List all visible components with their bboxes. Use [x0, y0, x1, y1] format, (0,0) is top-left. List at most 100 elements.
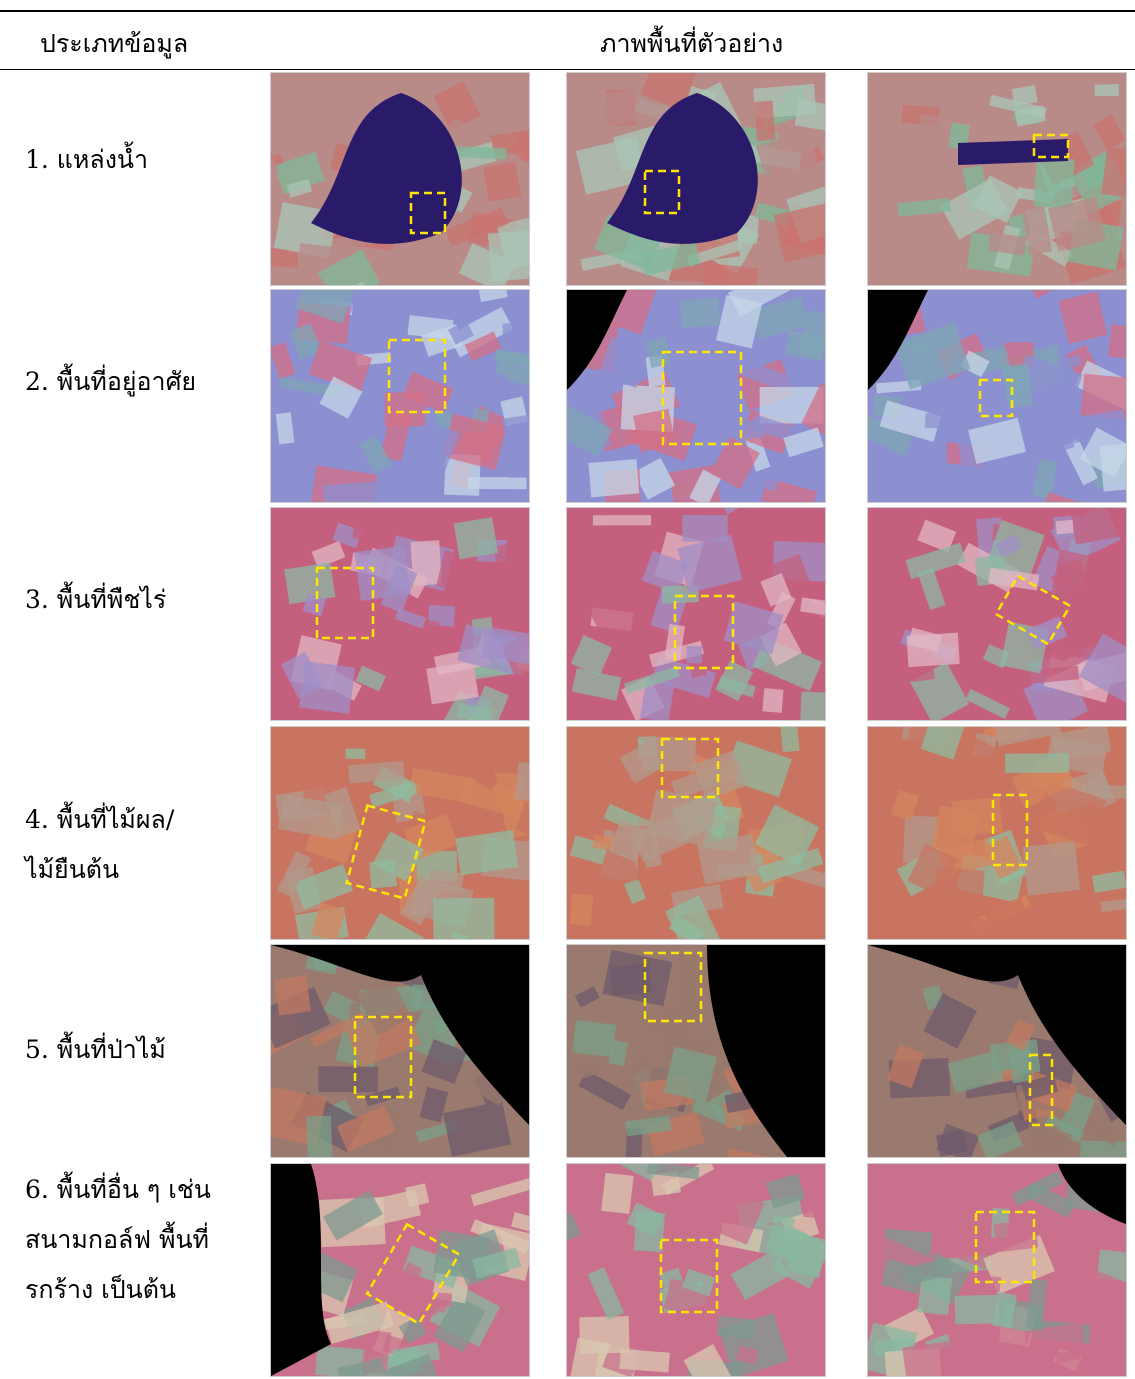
field-patch	[579, 1316, 629, 1354]
field-patch	[686, 646, 702, 663]
page: ประเภทข้อมูล ภาพพื้นที่ตัวอย่าง 1. แหล่ง…	[0, 0, 1135, 1379]
satellite-image	[868, 508, 1126, 720]
field-patch	[680, 298, 720, 328]
field-patch	[385, 392, 426, 426]
row-label: 5. พื้นที่ป่าไม้	[25, 1025, 166, 1075]
sample-image	[566, 944, 826, 1158]
field-patch	[717, 1316, 756, 1340]
header-images: ภาพพื้นที่ตัวอย่าง	[600, 24, 783, 64]
field-patch	[306, 1116, 332, 1157]
satellite-image	[868, 727, 1126, 939]
satellite-image	[271, 290, 529, 502]
field-patch	[1056, 520, 1074, 535]
field-patch	[579, 772, 600, 798]
sample-image	[270, 1163, 530, 1377]
satellite-image	[567, 945, 825, 1157]
label-line: 3. พื้นที่พืชไร่	[25, 575, 166, 625]
satellite-image	[567, 290, 825, 502]
sample-image	[566, 289, 826, 503]
satellite-image	[567, 1164, 825, 1376]
sample-image	[270, 507, 530, 721]
field-patch	[454, 517, 498, 559]
label-line: ไม้ยืนต้น	[25, 845, 174, 895]
field-patch	[601, 1173, 633, 1214]
field-patch	[979, 1275, 1001, 1292]
top-rule	[0, 10, 1135, 12]
field-patch	[299, 661, 355, 714]
field-patch	[934, 867, 985, 902]
field-patch	[318, 1066, 378, 1092]
sample-image	[867, 1163, 1127, 1377]
sample-image	[566, 726, 826, 940]
satellite-image	[868, 73, 1126, 285]
sample-image	[270, 726, 530, 940]
row-label: 4. พื้นที่ไม้ผล/ไม้ยืนต้น	[25, 795, 174, 895]
satellite-image	[567, 73, 825, 285]
label-line: 1. แหล่งน้ำ	[25, 135, 148, 185]
sample-image	[566, 507, 826, 721]
label-line: 4. พื้นที่ไม้ผล/	[25, 795, 174, 845]
field-patch	[754, 101, 775, 141]
satellite-image	[567, 727, 825, 939]
sample-image	[566, 1163, 826, 1377]
satellite-image	[271, 945, 529, 1157]
row-label: 1. แหล่งน้ำ	[25, 135, 148, 185]
sample-image	[270, 944, 530, 1158]
sample-image	[867, 289, 1127, 503]
field-patch	[981, 73, 1002, 87]
satellite-image	[271, 1164, 529, 1376]
satellite-image	[868, 945, 1126, 1157]
field-patch	[369, 860, 397, 888]
field-patch	[454, 146, 507, 159]
field-patch	[572, 1020, 616, 1057]
label-line: 2. พื้นที่อยู่อาศัย	[25, 357, 196, 407]
header-type: ประเภทข้อมูล	[40, 24, 188, 64]
field-patch	[1003, 364, 1032, 408]
sample-image	[867, 72, 1127, 286]
field-patch	[433, 898, 495, 939]
field-patch	[1056, 1352, 1080, 1376]
field-patch	[502, 323, 518, 342]
row-label: 3. พื้นที่พืชไร่	[25, 575, 166, 625]
satellite-image	[271, 73, 529, 285]
field-patch	[925, 413, 946, 429]
field-patch	[800, 692, 825, 720]
field-patch	[468, 477, 527, 489]
header-rule	[0, 69, 1135, 70]
row-label: 6. พื้นที่อื่น ๆ เช่นสนามกอล์ฟ พื้นที่รก…	[25, 1165, 211, 1315]
field-patch	[633, 409, 675, 452]
field-patch	[1095, 84, 1119, 96]
field-patch	[782, 1315, 821, 1341]
field-patch	[762, 688, 783, 713]
field-patch	[955, 1295, 1000, 1325]
sample-image	[867, 944, 1127, 1158]
sample-image	[867, 726, 1127, 940]
field-patch	[588, 459, 639, 497]
sample-image	[270, 72, 530, 286]
sample-image	[270, 289, 530, 503]
satellite-image	[271, 508, 529, 720]
label-line: สนามกอล์ฟ พื้นที่	[25, 1215, 211, 1265]
row-label: 2. พื้นที่อยู่อาศัย	[25, 357, 196, 407]
field-patch	[345, 749, 365, 759]
field-patch	[1022, 841, 1080, 895]
satellite-image	[271, 727, 529, 939]
field-patch	[907, 633, 960, 667]
field-patch	[884, 744, 911, 769]
field-patch	[1080, 1141, 1126, 1157]
label-line: 5. พื้นที่ป่าไม้	[25, 1025, 166, 1075]
satellite-image	[868, 290, 1126, 502]
label-line: รกร้าง เป็นต้น	[25, 1265, 211, 1315]
field-patch	[780, 727, 800, 752]
satellite-image	[567, 508, 825, 720]
water-body	[958, 139, 1068, 165]
field-patch	[570, 894, 593, 926]
label-line: 6. พื้นที่อื่น ๆ เช่น	[25, 1165, 211, 1215]
field-patch	[593, 515, 651, 525]
field-patch	[803, 1180, 825, 1223]
sample-image	[867, 507, 1127, 721]
field-patch	[993, 1219, 1038, 1252]
sample-image	[566, 72, 826, 286]
field-patch	[483, 162, 521, 202]
satellite-image	[868, 1164, 1126, 1376]
